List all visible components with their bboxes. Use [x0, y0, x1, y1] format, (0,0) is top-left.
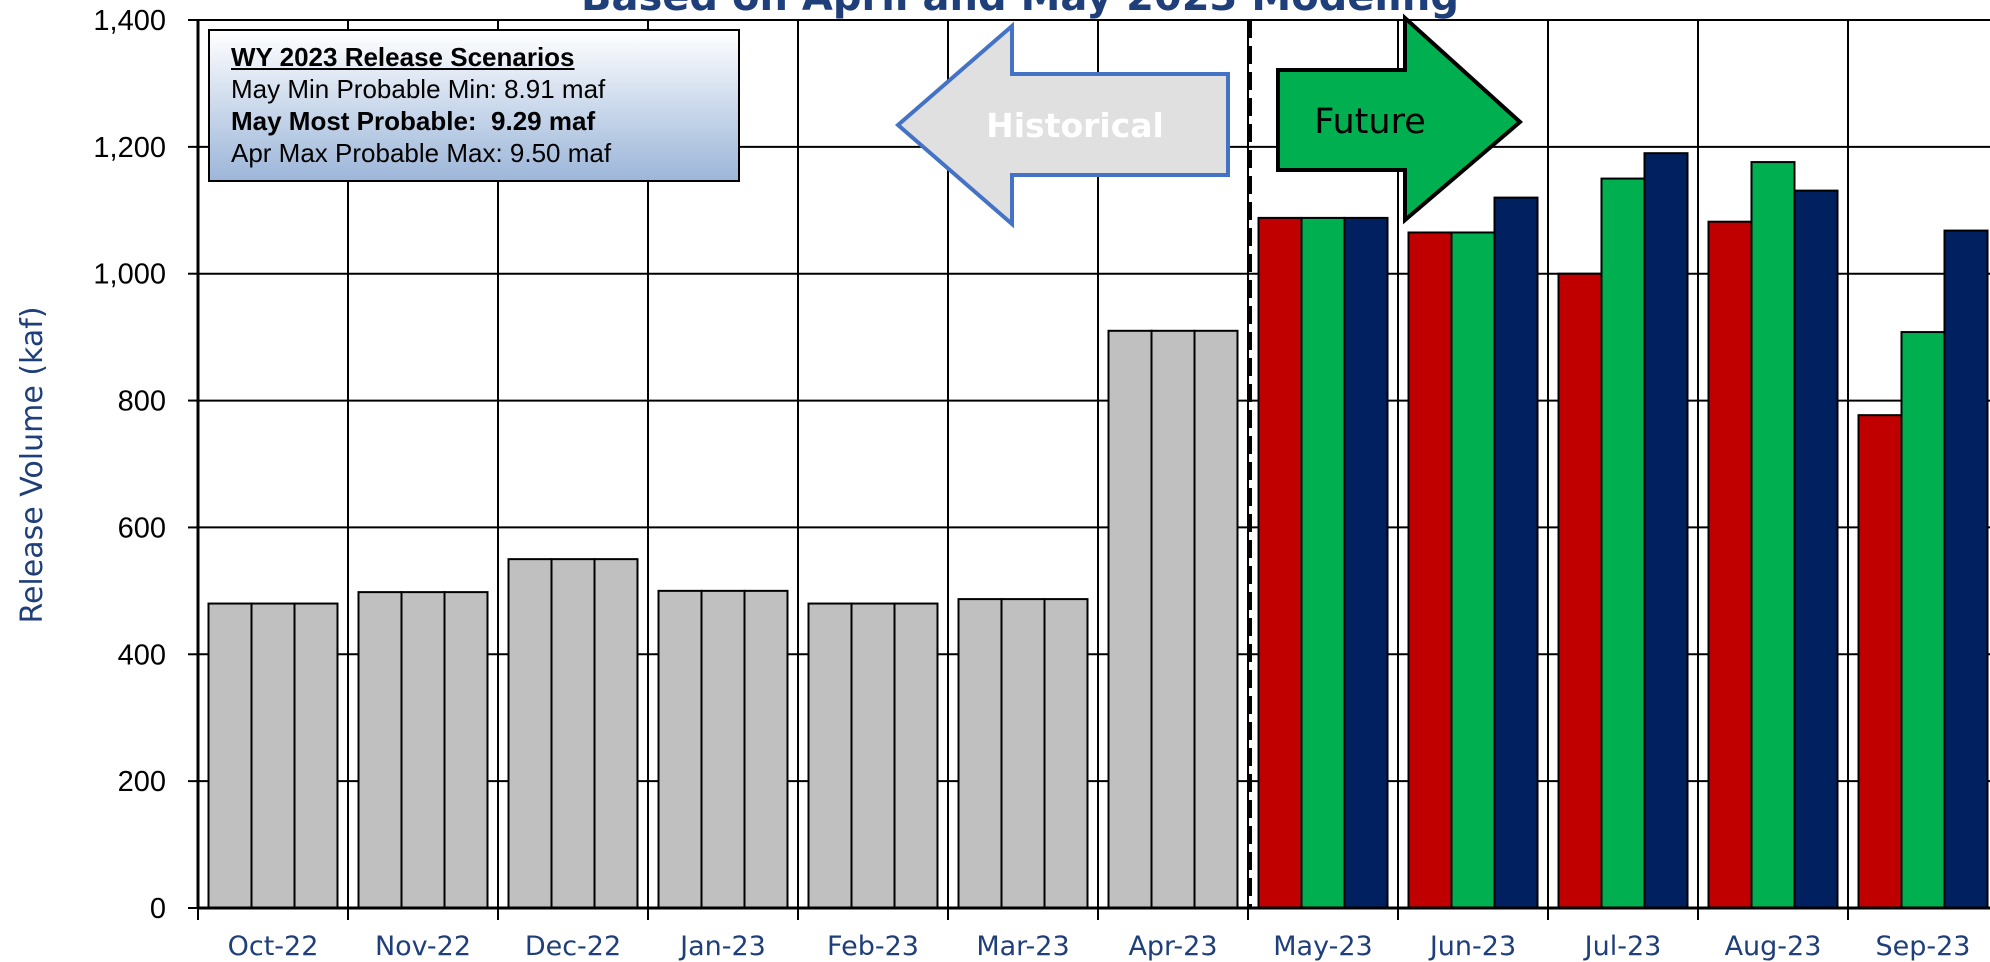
bar-Sep-23-1 — [1857, 414, 1903, 909]
bar-Jul-23-3 — [1643, 152, 1689, 909]
bar-Sep-23-2 — [1900, 331, 1946, 910]
bar-May-23-1 — [1257, 216, 1303, 909]
y-tick-label: 0 — [150, 893, 166, 925]
bar-Jun-23-3 — [1493, 196, 1539, 910]
legend-most-line: May Most Probable: 9.29 maf — [231, 106, 596, 136]
bar-Sep-23-3 — [1943, 229, 1989, 909]
bar-Jun-23-1 — [1407, 231, 1453, 909]
bar-May-23-3 — [1343, 216, 1389, 909]
bar-Nov-22-2 — [400, 591, 446, 910]
x-tick-label: Aug-23 — [1725, 931, 1822, 962]
y-tick-label: 800 — [118, 386, 166, 418]
bar-Apr-23-3 — [1193, 329, 1239, 909]
bar-Feb-23-1 — [807, 602, 853, 909]
y-tick-label: 200 — [118, 766, 166, 798]
bar-Dec-22-1 — [507, 558, 553, 910]
bar-Jan-23-2 — [700, 589, 746, 909]
bar-Oct-22-3 — [293, 602, 339, 909]
x-tick-label: Dec-22 — [525, 931, 621, 962]
x-tick-label: Nov-22 — [375, 931, 471, 962]
bar-Oct-22-1 — [207, 602, 253, 909]
legend-title: WY 2023 Release Scenarios — [231, 42, 575, 72]
future-arrow-label: Future — [1314, 102, 1425, 142]
bar-Aug-23-2 — [1750, 161, 1796, 909]
bar-Mar-23-1 — [957, 598, 1003, 909]
bar-Dec-22-3 — [593, 558, 639, 910]
bar-Apr-23-2 — [1150, 329, 1196, 909]
bar-Oct-22-2 — [250, 602, 296, 909]
historical-arrow-shape — [894, 21, 1230, 229]
bar-Nov-22-1 — [357, 591, 403, 910]
x-tick-label: Jan-23 — [678, 931, 766, 962]
bars-group — [207, 152, 1989, 910]
x-tick-label: Apr-23 — [1128, 931, 1217, 962]
y-tick-label: 1,400 — [93, 5, 166, 37]
bar-Apr-23-1 — [1107, 329, 1153, 909]
bar-Jul-23-1 — [1557, 272, 1603, 909]
scenario-legend-box: WY 2023 Release Scenarios May Min Probab… — [208, 29, 740, 182]
bar-Dec-22-2 — [550, 558, 596, 910]
bar-Nov-22-3 — [443, 591, 489, 910]
bar-May-23-2 — [1300, 216, 1346, 909]
legend-min-line: May Min Probable Min: 8.91 maf — [231, 74, 606, 104]
x-tick-label: Jun-23 — [1428, 931, 1516, 962]
y-tick-label: 1,000 — [93, 259, 166, 291]
bar-Feb-23-2 — [850, 602, 896, 909]
y-tick-label: 400 — [118, 639, 166, 671]
y-tick-labels: 0 200 400 600 800 1,000 1,200 1,400 — [93, 5, 166, 925]
bar-Mar-23-2 — [1000, 598, 1046, 909]
x-tick-label: Jul-23 — [1583, 931, 1662, 962]
y-axis-title: Release Volume (kaf) — [15, 306, 50, 623]
x-tick-label: May-23 — [1273, 931, 1372, 962]
x-tick-label: Mar-23 — [976, 931, 1069, 962]
bar-Feb-23-3 — [893, 602, 939, 909]
bar-Aug-23-3 — [1793, 189, 1839, 909]
future-arrow: Future — [1276, 13, 1524, 225]
bar-Jan-23-1 — [657, 589, 703, 909]
future-arrow-shape — [1276, 13, 1524, 225]
chart-title: Based on April and May 2023 Modeling — [581, 0, 1459, 20]
x-tick-label: Sep-23 — [1876, 931, 1971, 962]
axes-group — [188, 19, 1990, 920]
x-tick-labels: Oct-22 Nov-22 Dec-22 Jan-23 Feb-23 Mar-23 Apr-… — [228, 931, 1971, 962]
bar-Jul-23-2 — [1600, 177, 1646, 910]
y-tick-label: 1,200 — [93, 132, 166, 164]
x-tick-label: Oct-22 — [228, 931, 319, 962]
bar-Jun-23-2 — [1450, 231, 1496, 909]
bar-Aug-23-1 — [1707, 220, 1753, 909]
legend-max-line: Apr Max Probable Max: 9.50 maf — [231, 138, 612, 168]
y-tick-label: 600 — [118, 512, 166, 544]
historical-arrow: Historical — [894, 21, 1230, 229]
x-tick-label: Feb-23 — [827, 931, 919, 962]
bar-Jan-23-3 — [743, 589, 789, 909]
bar-Mar-23-3 — [1043, 598, 1089, 909]
historical-arrow-label: Historical — [986, 106, 1164, 145]
